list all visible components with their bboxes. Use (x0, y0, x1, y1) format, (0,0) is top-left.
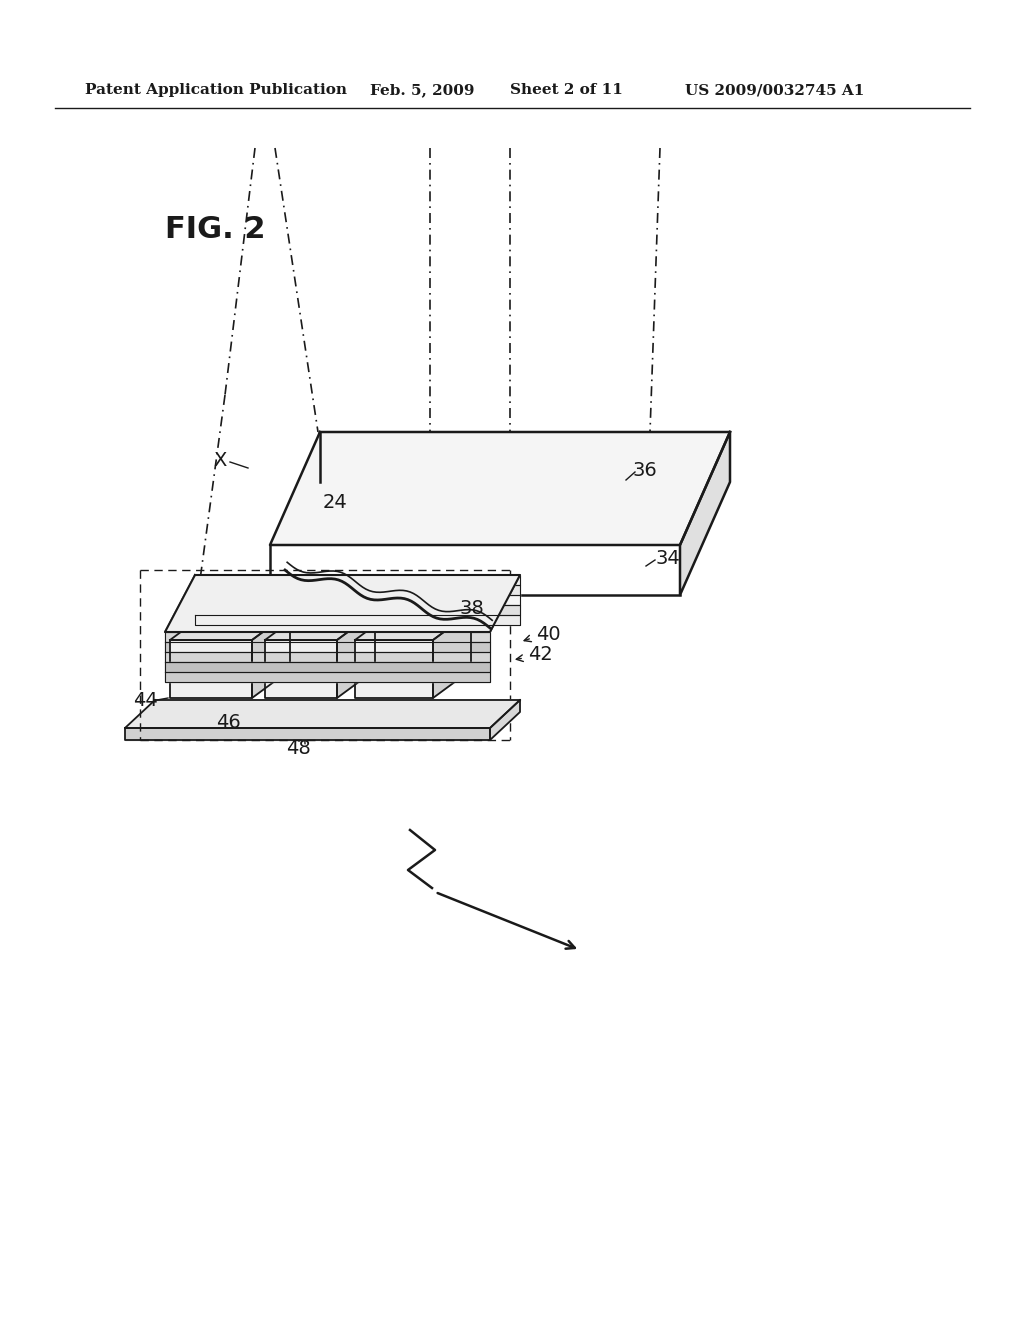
Polygon shape (355, 640, 433, 698)
Polygon shape (195, 615, 520, 624)
Polygon shape (125, 729, 490, 741)
Text: 48: 48 (286, 738, 310, 758)
Polygon shape (252, 612, 290, 698)
Text: US 2009/0032745 A1: US 2009/0032745 A1 (685, 83, 864, 96)
Text: Patent Application Publication: Patent Application Publication (85, 83, 347, 96)
Text: FIG. 2: FIG. 2 (165, 215, 265, 244)
Text: 42: 42 (527, 645, 552, 664)
Polygon shape (125, 700, 520, 729)
Polygon shape (165, 642, 490, 652)
Polygon shape (265, 640, 337, 698)
Text: Feb. 5, 2009: Feb. 5, 2009 (370, 83, 474, 96)
Text: Sheet 2 of 11: Sheet 2 of 11 (510, 83, 623, 96)
Text: 24: 24 (323, 494, 347, 512)
Text: 36: 36 (633, 461, 657, 479)
Polygon shape (170, 612, 290, 640)
Polygon shape (165, 632, 490, 642)
Text: 40: 40 (536, 626, 560, 644)
Polygon shape (165, 672, 490, 682)
Polygon shape (165, 652, 490, 663)
Polygon shape (170, 640, 252, 698)
Text: X: X (213, 450, 226, 470)
Polygon shape (433, 612, 471, 698)
Text: 34: 34 (655, 549, 680, 568)
Polygon shape (680, 432, 730, 595)
Polygon shape (165, 663, 490, 672)
Text: 38: 38 (460, 598, 484, 618)
Polygon shape (195, 576, 520, 585)
Text: 44: 44 (133, 690, 158, 710)
Polygon shape (490, 700, 520, 741)
Polygon shape (165, 576, 520, 632)
Polygon shape (355, 612, 471, 640)
Polygon shape (195, 585, 520, 595)
Polygon shape (165, 576, 520, 632)
Polygon shape (337, 612, 375, 698)
Text: 46: 46 (216, 713, 241, 731)
Polygon shape (270, 432, 730, 545)
Polygon shape (265, 612, 375, 640)
Polygon shape (195, 605, 520, 615)
Polygon shape (195, 595, 520, 605)
